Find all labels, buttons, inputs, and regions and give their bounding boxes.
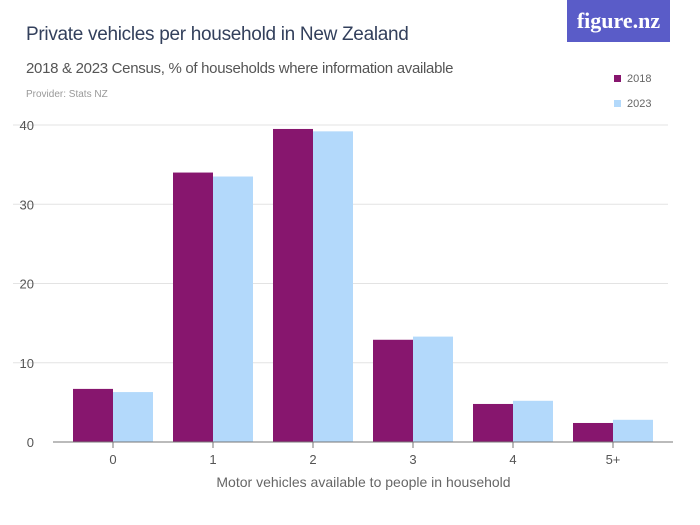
bar-2023-1 xyxy=(213,176,253,442)
bar-2023-0 xyxy=(113,392,153,442)
bar-2023-3 xyxy=(413,336,453,442)
bar-2018-0 xyxy=(73,388,113,442)
bar-2018-5+ xyxy=(573,422,613,442)
legend-swatch xyxy=(614,75,621,82)
x-tick-label: 1 xyxy=(209,452,216,467)
y-tick-label: 0 xyxy=(27,435,34,450)
bar-2018-4 xyxy=(473,403,513,442)
bar-2018-2 xyxy=(273,128,313,442)
x-tick-label: 2 xyxy=(309,452,316,467)
legend-item-2018: 2018 xyxy=(614,66,651,91)
provider: Provider: Stats NZ xyxy=(26,89,108,100)
legend-label: 2018 xyxy=(627,72,652,85)
y-tick-label: 30 xyxy=(20,197,34,212)
bar-2018-1 xyxy=(173,172,213,443)
x-tick-label: 3 xyxy=(409,452,416,467)
y-tick-label: 10 xyxy=(20,356,34,371)
x-axis-label: Motor vehicles available to people in ho… xyxy=(216,474,511,490)
x-tick-label: 5+ xyxy=(606,452,621,467)
legend-item-2023: 2023 xyxy=(614,91,651,116)
figure-nz-logo[interactable]: figure.nz xyxy=(567,0,670,42)
bar-2018-3 xyxy=(373,339,413,442)
x-tick-label: 4 xyxy=(509,452,516,467)
y-tick-label: 40 xyxy=(20,118,34,133)
y-tick-label: 20 xyxy=(20,277,34,292)
chart-title: Private vehicles per household in New Ze… xyxy=(26,24,409,45)
x-tick-label: 0 xyxy=(109,452,116,467)
legend-swatch xyxy=(614,100,621,107)
chart-subtitle: 2018 & 2023 Census, % of households wher… xyxy=(26,60,454,77)
legend-label: 2023 xyxy=(627,97,652,110)
bar-2023-4 xyxy=(513,400,553,442)
bar-2023-2 xyxy=(313,131,353,442)
bar-2023-5+ xyxy=(613,419,653,442)
legend: 2018 2023 xyxy=(614,66,651,116)
